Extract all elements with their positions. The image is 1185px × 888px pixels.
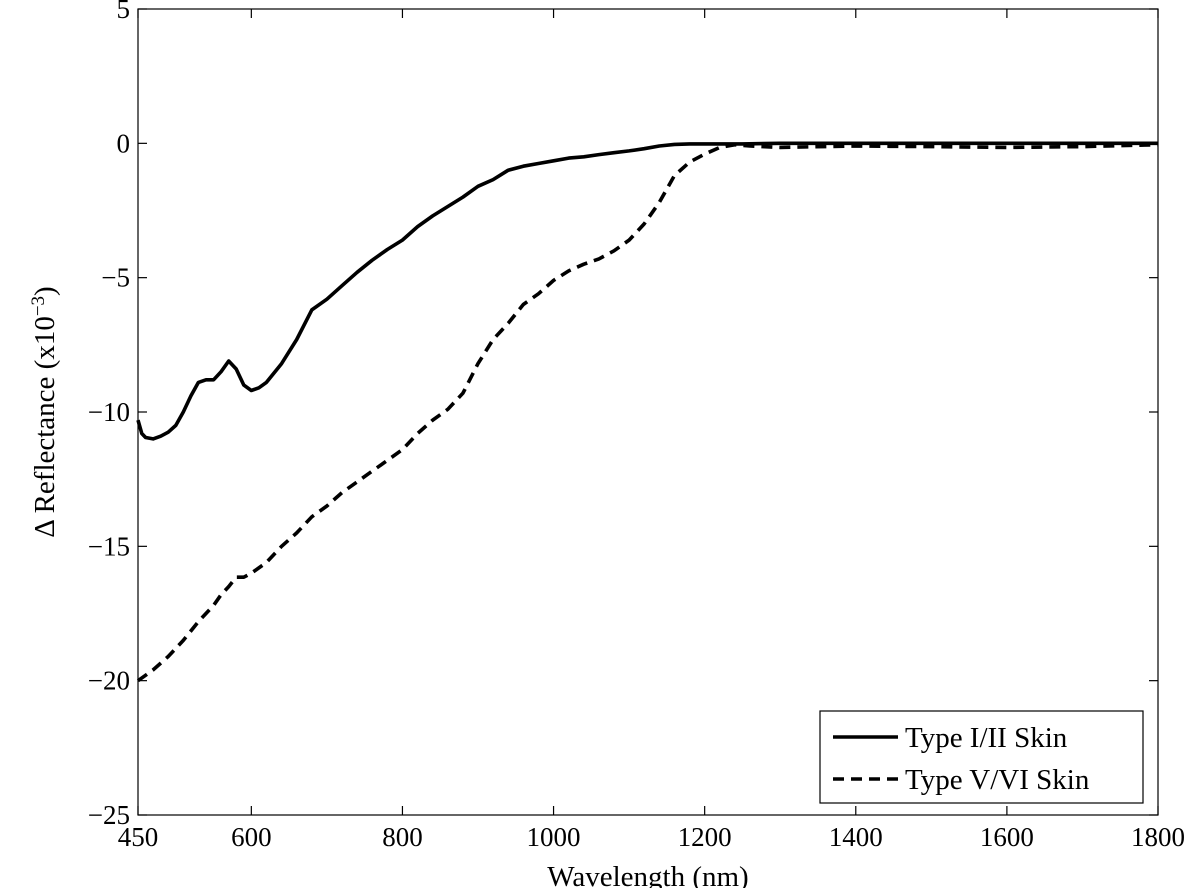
legend-box <box>819 710 1144 804</box>
x-tick-label: 1800 <box>1131 822 1185 852</box>
x-tick-label: 1400 <box>829 822 883 852</box>
y-tick-label: −15 <box>88 531 130 561</box>
series-line-2 <box>136 142 1159 683</box>
legend-label-series-1: Type I/II Skin <box>905 722 1068 754</box>
x-tick-label: 800 <box>382 822 423 852</box>
plot-area-background <box>138 9 1158 815</box>
x-tick-label: 1200 <box>678 822 732 852</box>
series-layer <box>136 141 1159 683</box>
y-axis-title-exponent: −3 <box>28 296 49 316</box>
y-tick-label: −10 <box>88 397 130 427</box>
y-axis-title-close: ) <box>29 286 61 296</box>
y-tick-label: −5 <box>101 263 130 293</box>
x-tick-label: 1600 <box>980 822 1034 852</box>
series-line-1 <box>136 141 1158 441</box>
x-axis-title: Wavelength (nm) <box>547 861 748 888</box>
x-tick-label: 600 <box>231 822 272 852</box>
legend: Type I/II Skin Type V/VI Skin <box>819 710 1144 804</box>
x-tick-label: 1000 <box>527 822 581 852</box>
y-tick-label: −25 <box>88 800 130 830</box>
y-axis-title-main: Δ Reflectance (x10 <box>29 316 61 538</box>
x-tick-label: 450 <box>118 822 159 852</box>
y-tick-label: −20 <box>88 666 130 696</box>
tick-labels-layer: 450 600 800 1000 1200 1400 1600 1800 5 0 −5 −10 −15 −… <box>88 0 1185 852</box>
y-axis-title: Δ Reflectance (x10−3) <box>28 286 62 537</box>
y-tick-label: 0 <box>117 128 131 158</box>
ticks-layer <box>137 8 1159 816</box>
legend-label-series-2: Type V/VI Skin <box>905 764 1090 796</box>
y-tick-label: 5 <box>117 0 131 24</box>
